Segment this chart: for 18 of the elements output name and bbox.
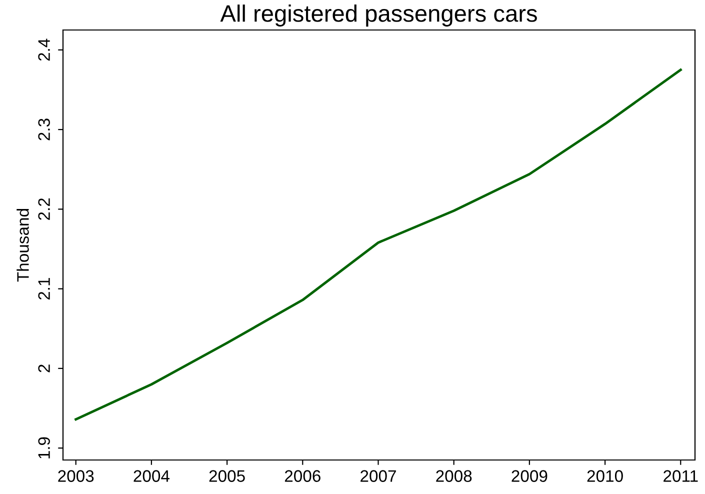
y-tick-label: 2.3 xyxy=(38,118,50,140)
x-tick-label: 2008 xyxy=(436,470,472,482)
x-tick-label: 2011 xyxy=(664,470,698,482)
x-tick-label: 2009 xyxy=(512,470,548,482)
y-tick-label: 2.1 xyxy=(38,278,50,300)
line-series xyxy=(74,68,682,421)
x-tick-label: 2005 xyxy=(209,470,245,482)
y-tick-label: 2 xyxy=(38,364,50,372)
x-tick-label: 2003 xyxy=(58,470,94,482)
x-tick-label: 2004 xyxy=(134,470,170,482)
x-tick-label: 2007 xyxy=(360,470,396,482)
x-tick-label: 2010 xyxy=(587,470,623,482)
chart-title: All registered passengers cars xyxy=(220,4,537,27)
y-tick-label: 1.9 xyxy=(38,437,50,458)
y-tick-label: 2.2 xyxy=(38,198,50,220)
y-axis-title: Thousand xyxy=(16,209,29,282)
x-tick-label: 2006 xyxy=(284,470,320,482)
y-tick-label: 2.4 xyxy=(38,38,50,61)
